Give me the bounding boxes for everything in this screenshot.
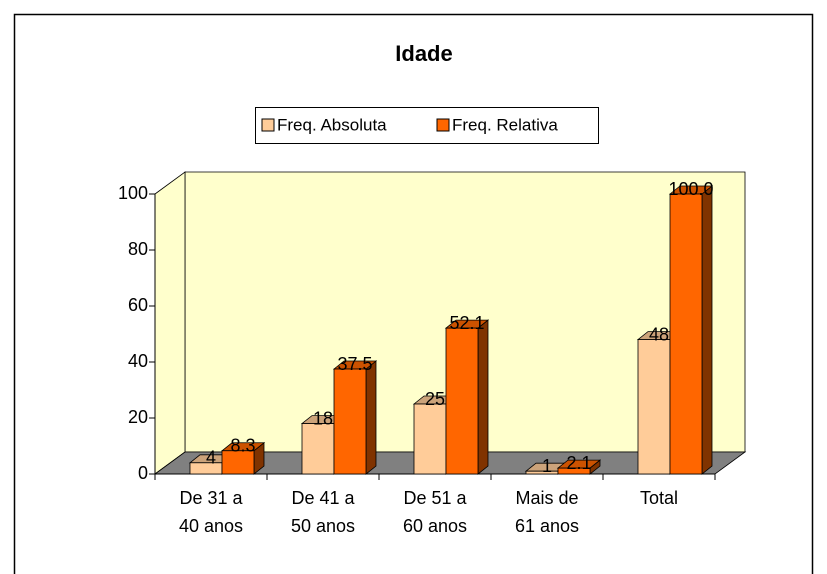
legend-box [255,107,599,144]
bar-front [445,327,479,475]
y-tick-label: 60 [128,295,148,315]
value-label: 2.1 [566,453,591,473]
bar-front [413,403,447,475]
x-tick-label: De 51 a 60 anos [402,488,468,536]
x-tick-label: De 31 a 40 anos [178,488,244,536]
legend-swatch [261,118,275,132]
y-tick-label: 100 [118,183,148,203]
value-label: 52.1 [449,313,484,333]
bar-front [557,467,591,475]
bar-front [301,423,335,475]
bar-side [701,185,713,475]
bar [668,185,714,475]
bar [556,459,602,475]
value-label: 100.0 [668,179,713,199]
y-tick-label: 80 [128,239,148,259]
x-tick-label: Mais de 61 anos [514,488,580,536]
chart-title: Idade [395,41,452,66]
x-tick-label: De 41 a 50 anos [290,488,356,536]
value-label: 1 [542,456,552,476]
value-label: 4 [206,448,216,468]
legend-swatch [436,118,450,132]
value-label: 37.5 [337,354,372,374]
side-wall [154,171,186,475]
bar [444,319,490,475]
value-label: 18 [313,408,333,428]
value-label: 25 [425,389,445,409]
bar-side [365,360,377,475]
bar-side [477,319,489,475]
bar [332,360,378,475]
y-tick-label: 40 [128,351,148,371]
x-tick-label: Total [639,488,679,508]
value-label: 8.3 [230,436,255,456]
legend-label: Freq. Absoluta [277,115,387,134]
value-label: 48 [649,324,669,344]
y-tick-label: 0 [138,463,148,483]
y-tick-label: 20 [128,407,148,427]
bar-front [333,368,367,475]
bar-front [221,450,255,475]
bar-front [669,193,703,475]
bar-front [637,339,671,475]
legend-label: Freq. Relativa [452,115,558,134]
bar [220,441,266,475]
